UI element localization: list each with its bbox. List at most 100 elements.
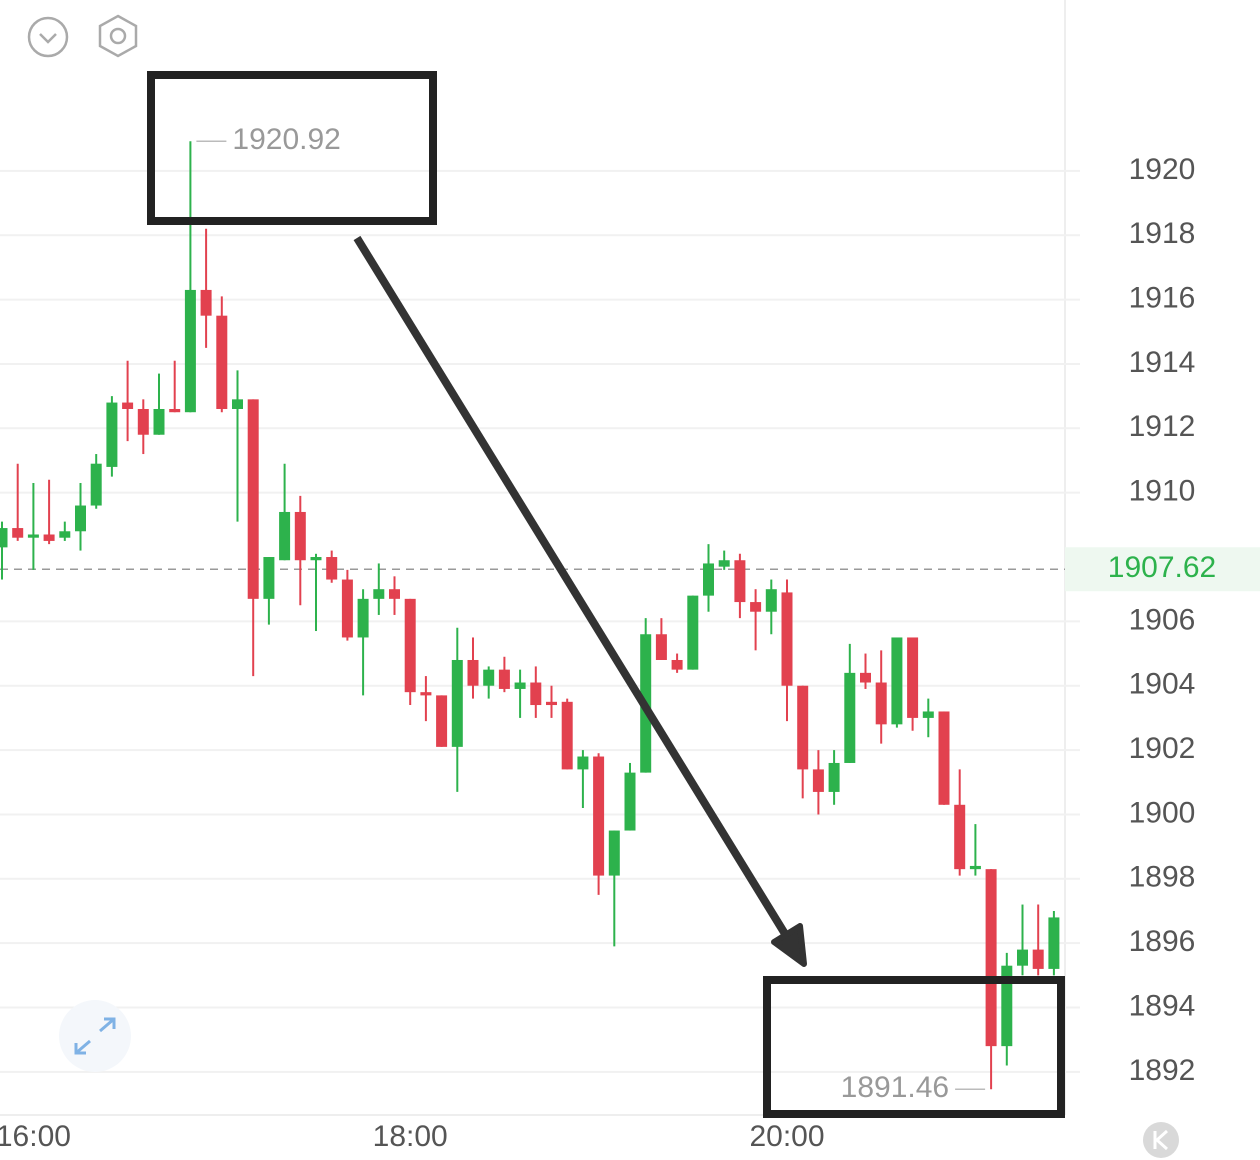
candle-body: [734, 560, 746, 603]
settings-button[interactable]: [98, 14, 138, 58]
candle-body: [12, 528, 24, 538]
candle-body: [216, 315, 228, 409]
y-tick-label: 1904: [1129, 668, 1196, 701]
highlight-box-high: [147, 71, 437, 225]
plot: 1892 1894 1896 1898 1900 1902 1904 1906 1910 1912…: [0, 123, 1260, 1153]
candle-body: [514, 682, 526, 689]
candle-body: [561, 701, 573, 770]
candle-body: [373, 589, 385, 599]
candle-body: [765, 589, 777, 612]
candle-body: [90, 463, 102, 506]
candle-body: [969, 865, 981, 870]
candle-body: [671, 659, 683, 670]
arrow-head: [771, 923, 807, 967]
candle-body: [938, 711, 950, 805]
candle-body: [247, 399, 259, 599]
candle-body: [860, 672, 871, 683]
candle-body: [357, 598, 369, 638]
candle-body: [1032, 949, 1044, 969]
candle-body: [436, 695, 448, 747]
y-tick-label: 1896: [1129, 925, 1196, 958]
collapse-button[interactable]: [27, 16, 69, 58]
candle-body: [718, 560, 730, 567]
candle-body: [122, 402, 134, 409]
y-tick-label: 1892: [1129, 1054, 1196, 1087]
arrow-shaft: [353, 235, 794, 945]
candle-body: [43, 534, 55, 541]
candle-body: [498, 669, 510, 689]
candle-body: [828, 762, 840, 792]
price-label-bg: [1065, 547, 1260, 592]
candle-body: [891, 637, 903, 725]
candle-body: [341, 579, 353, 638]
candle-body: [655, 634, 667, 660]
expand-bg: [59, 1000, 131, 1072]
candle-body: [27, 534, 39, 538]
collapse-chevron: [39, 33, 57, 44]
expand-icon: [74, 1017, 116, 1055]
y-tick-label: 1918: [1129, 217, 1196, 250]
kline-icon: [1153, 1129, 1169, 1151]
y-tick-label: 1900: [1129, 796, 1196, 829]
expand-button[interactable]: [59, 1000, 131, 1072]
y-tick-label: 1902: [1129, 732, 1196, 765]
settings-hexagon: [98, 14, 138, 58]
price-label: 1907.62: [1108, 551, 1216, 584]
candle-body: [985, 869, 997, 1047]
candle-body: [153, 408, 165, 435]
candle-body: [703, 563, 714, 596]
candle-body: [420, 692, 432, 696]
candle-body: [797, 685, 809, 770]
candle-body: [294, 511, 306, 561]
y-tick-label: 1906: [1129, 603, 1196, 636]
y-tick-label: 1898: [1129, 861, 1196, 894]
low-label: 1891.46: [841, 1071, 949, 1104]
candle-body: [954, 804, 966, 870]
candle-body: [0, 528, 8, 548]
kline-button[interactable]: [1143, 1122, 1179, 1158]
candle-body: [608, 830, 620, 876]
candle-body: [593, 756, 605, 876]
candle-body: [687, 595, 699, 670]
candle-body: [137, 408, 149, 435]
candle-body: [59, 531, 71, 538]
candle-body: [907, 637, 919, 718]
high-label: 1920.92: [232, 123, 340, 156]
candle-body: [1001, 965, 1013, 1047]
candle-body: [844, 672, 856, 763]
candle-body: [922, 711, 934, 718]
settings-dot: [109, 27, 127, 45]
candle-body: [75, 505, 86, 532]
candle-body: [169, 408, 181, 413]
candle-body: [200, 289, 212, 316]
kline-circle: [1143, 1122, 1179, 1158]
candle-body: [624, 772, 636, 831]
y-tick-label: 1894: [1129, 989, 1196, 1022]
candle-body: [310, 557, 322, 561]
candle-body: [389, 589, 400, 599]
candle-body: [106, 402, 118, 467]
candle-body: [451, 659, 463, 747]
candle-body: [1048, 917, 1060, 969]
candle-body: [483, 669, 495, 686]
y-tick-label: 1910: [1129, 475, 1196, 508]
candle-body: [812, 769, 824, 792]
y-tick-label: 1914: [1129, 346, 1196, 379]
x-tick-label: 20:00: [749, 1120, 824, 1153]
candle-body: [781, 592, 793, 686]
candle-body: [530, 682, 542, 706]
collapse-circle: [27, 16, 69, 58]
candle-body: [546, 701, 557, 706]
candle-body: [875, 682, 887, 725]
candle-body: [263, 557, 275, 599]
highlight-box-low: [763, 976, 1065, 1118]
x-tick-label: 16:00: [0, 1120, 71, 1153]
candle-body: [1017, 949, 1028, 966]
candle-body: [326, 557, 338, 580]
y-tick-label: 1920: [1129, 153, 1196, 186]
candle-body: [577, 756, 589, 770]
candle-body: [750, 602, 762, 612]
x-tick-label: 18:00: [373, 1120, 448, 1153]
candle-body: [184, 289, 196, 413]
